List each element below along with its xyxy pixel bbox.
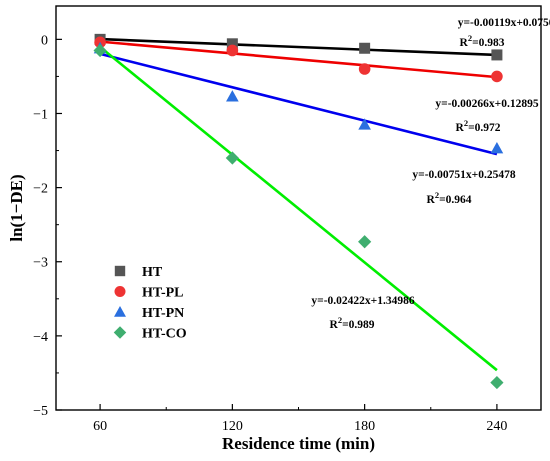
legend-marker-ht	[114, 265, 126, 277]
data-point-ht-pn	[358, 118, 371, 130]
data-point-ht-pn	[226, 90, 239, 102]
data-point-ht-pn	[490, 142, 504, 154]
x-tick-label: 180	[354, 419, 375, 434]
fit-line-ht-pn	[99, 52, 498, 156]
legend-label-ht: HT	[142, 265, 163, 280]
fit-equation-ht-pn: y=-0.00751x+0.25478	[412, 169, 515, 181]
r-squared-ht-co: R2=0.989	[330, 315, 375, 331]
data-point-ht	[491, 49, 503, 61]
axis-ticks: 60 120 180 240 0 −1 −2 −3 −4 −5	[33, 33, 507, 434]
fit-equation-ht-pl: y=-0.00266x+0.12895	[435, 98, 538, 110]
r-squared-ht: R2=0.983	[460, 33, 505, 49]
fit-equation-ht: y=-0.00119x+0.07502	[458, 17, 550, 29]
y-tick-label: −3	[33, 256, 48, 271]
data-point-ht-pl	[491, 70, 503, 83]
legend-marker-ht-co	[113, 326, 127, 339]
y-axis-title: ln(1−DE)	[7, 174, 26, 241]
data-point-ht-co	[225, 151, 239, 165]
legend-label-ht-co: HT-CO	[142, 327, 187, 342]
data-point-ht-co	[93, 43, 107, 58]
data-point-ht	[359, 42, 371, 54]
data-point-ht	[226, 38, 238, 50]
legend-marker-ht-pn	[114, 306, 126, 317]
r-squared-ht-pn: R2=0.964	[427, 190, 472, 206]
r-squared-ht-pl: R2=0.972	[456, 118, 501, 134]
x-tick-label: 60	[93, 419, 107, 434]
fit-line-ht	[100, 37, 497, 57]
fit-equation-ht-co: y=-0.02422x+1.34986	[311, 295, 414, 307]
y-tick-label: −2	[33, 182, 48, 197]
y-tick-label: −5	[33, 404, 48, 419]
x-tick-label: 120	[222, 419, 243, 434]
data-markers	[93, 33, 504, 390]
y-tick-label: −1	[33, 107, 48, 122]
fit-annotations: y=-0.00119x+0.07502 R2=0.983 y=-0.00266x+0…	[311, 17, 550, 331]
legend-label-ht-pl: HT-PL	[142, 286, 184, 301]
y-tick-label: −4	[33, 330, 48, 345]
fit-lines	[99, 37, 498, 372]
fit-line-ht-pl	[99, 40, 498, 79]
data-point-ht-pl	[226, 44, 239, 57]
fit-line-ht-co	[99, 46, 498, 372]
legend-marker-ht-pl	[114, 286, 126, 297]
data-point-ht-co	[490, 375, 504, 390]
data-point-ht-pl	[358, 63, 371, 75]
y-tick-label: 0	[41, 33, 48, 48]
legend-label-ht-pn: HT-PN	[142, 306, 184, 321]
data-point-ht-co	[358, 235, 372, 249]
x-tick-label: 240	[486, 419, 507, 434]
x-axis-title: Residence time (min)	[222, 434, 375, 453]
legend: HT HT-PL HT-PN HT-CO	[113, 265, 187, 342]
